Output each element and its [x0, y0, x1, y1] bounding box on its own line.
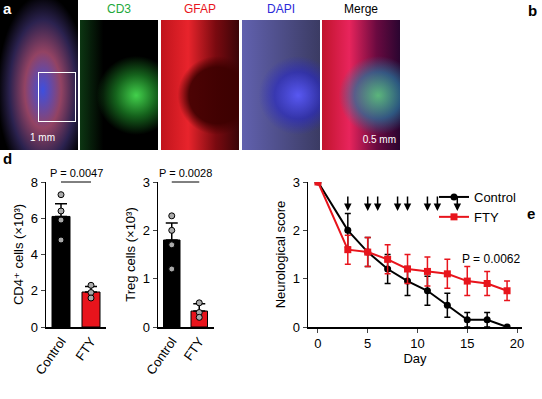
svg-text:0: 0	[314, 336, 321, 351]
svg-text:6: 6	[31, 211, 38, 226]
svg-text:CD4⁺ cells (×10³): CD4⁺ cells (×10³)	[11, 204, 26, 305]
svg-text:Control: Control	[474, 190, 516, 205]
svg-text:0: 0	[31, 320, 38, 335]
html-text:b: b	[528, 2, 538, 19]
html-text:CD3: CD3	[107, 2, 131, 16]
svg-text:FTY: FTY	[72, 334, 99, 363]
svg-text:2: 2	[31, 283, 38, 298]
svg-text:2: 2	[143, 223, 150, 238]
svg-text:2: 2	[293, 223, 300, 238]
svg-text:3: 3	[293, 175, 300, 190]
svg-text:10: 10	[410, 336, 424, 351]
svg-text:FTY: FTY	[474, 210, 499, 225]
html-text:1 mm: 1 mm	[30, 132, 55, 143]
html-text:DAPI: DAPI	[267, 2, 295, 16]
html-text:GFAP: GFAP	[184, 2, 216, 16]
svg-text:FTY: FTY	[181, 334, 208, 363]
svg-text:15: 15	[460, 336, 474, 351]
svg-text:P = 0.0028: P = 0.0028	[159, 167, 212, 179]
html-text:d: d	[3, 150, 13, 167]
svg-text:5: 5	[364, 336, 371, 351]
svg-text:1: 1	[293, 271, 300, 286]
svg-text:Control: Control	[32, 334, 68, 377]
html-text:Merge: Merge	[344, 2, 378, 16]
svg-text:1: 1	[143, 271, 150, 286]
svg-text:4: 4	[31, 247, 38, 262]
svg-text:0: 0	[143, 320, 150, 335]
html-text:e: e	[527, 205, 536, 222]
svg-text:Day: Day	[403, 351, 427, 366]
svg-text:Control: Control	[143, 334, 179, 377]
svg-text:P = 0.0062: P = 0.0062	[462, 252, 520, 266]
html-text:0.5 mm: 0.5 mm	[362, 134, 396, 145]
svg-text:8: 8	[31, 175, 38, 190]
svg-text:Neurological score: Neurological score	[273, 201, 288, 309]
svg-text:P = 0.0047: P = 0.0047	[50, 167, 103, 179]
svg-text:3: 3	[143, 175, 150, 190]
svg-text:Treg cells (×10³): Treg cells (×10³)	[123, 207, 138, 302]
svg-text:20: 20	[510, 336, 524, 351]
svg-text:0: 0	[293, 320, 300, 335]
html-text:a: a	[3, 0, 12, 17]
